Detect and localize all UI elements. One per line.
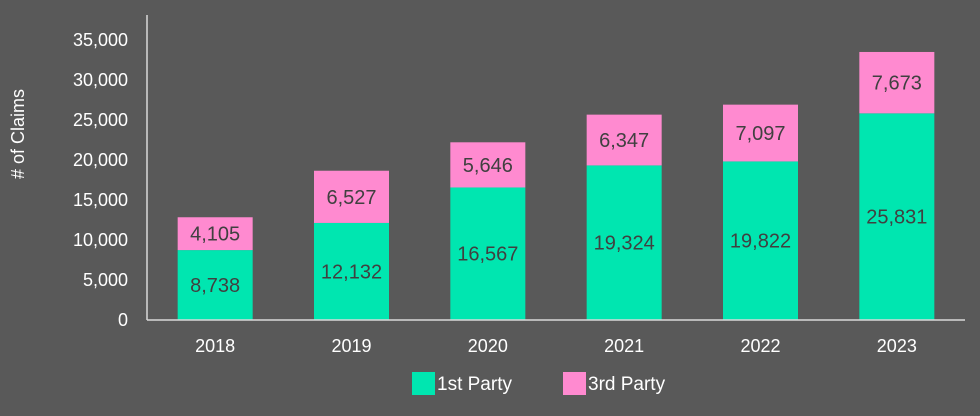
bars-group: 8,738 4,105 12,132 6,527 16,567 5,646 19,324 6,…: [177, 51, 935, 321]
legend: 1st Party 3rd Party: [412, 372, 666, 395]
bar-first-party: [723, 161, 798, 320]
y-tick-label: 30,000: [73, 70, 128, 90]
y-tick-labels: 0 5,000 10,000 15,000 20,000 25,000 30,000 35,0…: [73, 30, 128, 330]
x-tick-label: 2020: [468, 336, 508, 356]
bar-first-party: [450, 187, 526, 320]
bar-first-party: [586, 165, 662, 320]
y-tick-label: 10,000: [73, 230, 128, 250]
data-label: 7,673: [872, 73, 922, 95]
legend-label: 1st Party: [437, 374, 512, 395]
bar-first-party: [859, 113, 935, 321]
bar-third-party: [450, 142, 526, 188]
x-tick-labels: 2018 2019 2020 2021 2022 2023: [195, 336, 917, 356]
legend-swatch: [412, 372, 435, 395]
data-label: 8,738: [190, 275, 240, 297]
data-label: 7,097: [735, 123, 785, 145]
x-tick-label: 2018: [195, 336, 235, 356]
x-tick-label: 2019: [331, 336, 371, 356]
axes-group: [146, 15, 965, 321]
bar-first-party: [314, 222, 389, 320]
data-label: 19,324: [594, 233, 655, 255]
legend-label: 3rd Party: [588, 374, 666, 395]
bar-first-party: [177, 250, 253, 320]
data-label: 4,105: [190, 224, 240, 246]
data-label: 6,527: [326, 187, 376, 209]
y-tick-label: 35,000: [73, 30, 128, 50]
bar-third-party: [177, 217, 253, 251]
y-tick-label: 15,000: [73, 190, 128, 210]
bar-third-party: [314, 170, 389, 223]
data-label: 6,347: [599, 130, 649, 152]
y-tick-label: 20,000: [73, 150, 128, 170]
y-tick-label: 5,000: [83, 270, 128, 290]
bar-third-party: [723, 104, 798, 162]
data-label: 19,822: [730, 231, 791, 253]
data-label: 16,567: [457, 244, 518, 266]
x-tick-label: 2023: [877, 336, 917, 356]
data-label: 5,646: [463, 155, 513, 177]
y-tick-label: 0: [118, 310, 128, 330]
x-tick-label: 2021: [604, 336, 644, 356]
y-axis-title: # of Claims: [8, 89, 28, 179]
bar-third-party: [586, 114, 662, 166]
data-label: 25,831: [866, 207, 927, 229]
x-tick-label: 2022: [740, 336, 780, 356]
bar-third-party: [859, 51, 935, 114]
data-label: 12,132: [321, 261, 382, 283]
legend-swatch: [563, 372, 586, 395]
y-tick-label: 25,000: [73, 110, 128, 130]
